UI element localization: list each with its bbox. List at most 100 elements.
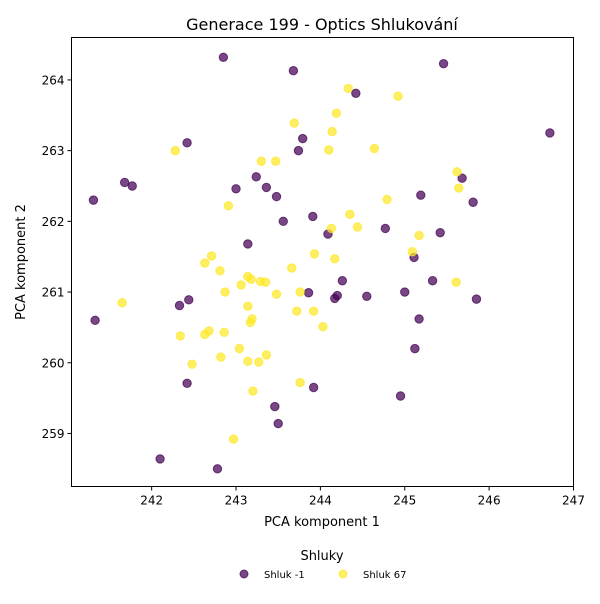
data-point [175, 331, 186, 341]
data-point [295, 377, 305, 388]
data-point [416, 190, 426, 200]
data-point [295, 287, 305, 297]
data-point [362, 291, 372, 301]
data-point [308, 306, 319, 316]
data-point [471, 294, 482, 304]
data-point [293, 145, 304, 156]
data-point [326, 223, 337, 234]
data-point [351, 88, 361, 99]
data-point [454, 183, 464, 193]
data-point [427, 276, 438, 286]
data-point [308, 382, 319, 393]
data-point [395, 391, 406, 401]
data-point [303, 288, 314, 298]
y-tick-label: 259 [42, 427, 65, 441]
data-point [435, 227, 445, 238]
data-point [297, 133, 308, 144]
data-point [216, 352, 226, 362]
x-axis-ticks: 242 243 244 245 246 247 [140, 486, 585, 508]
data-point [468, 197, 478, 207]
data-point [271, 289, 282, 299]
x-tick-label: 247 [562, 494, 585, 508]
data-point [380, 223, 391, 234]
data-point [308, 211, 318, 222]
y-tick-label: 264 [42, 73, 65, 87]
data-point [170, 145, 180, 156]
data-point [457, 173, 467, 183]
x-tick-label: 243 [225, 494, 248, 508]
data-point [309, 249, 320, 259]
data-point [331, 108, 342, 118]
data-point [187, 359, 197, 369]
data-point [220, 287, 230, 297]
data-point [410, 343, 420, 354]
data-point [184, 295, 194, 305]
y-axis-ticks: 259 260 261 262 263 264 [42, 73, 72, 441]
data-point [88, 195, 99, 205]
data-point [182, 138, 192, 148]
data-point [223, 201, 234, 211]
x-tick-label: 244 [309, 494, 332, 508]
data-point [369, 143, 380, 154]
data-point [248, 386, 258, 396]
data-point [393, 91, 403, 101]
data-point [243, 301, 253, 311]
data-point [117, 297, 127, 308]
data-point [318, 322, 328, 332]
data-point [278, 216, 288, 227]
data-point [200, 329, 210, 340]
data-point [382, 194, 392, 205]
data-point [545, 128, 555, 138]
data-point [243, 356, 253, 367]
data-point [330, 254, 340, 264]
data-point [254, 357, 264, 367]
data-point [215, 266, 225, 276]
x-axis-label: PCA komponent 1 [264, 515, 380, 530]
data-point [155, 454, 165, 464]
data-point [407, 247, 418, 257]
data-point [256, 156, 267, 166]
data-point [400, 287, 410, 297]
data-point [246, 274, 256, 285]
data-point [287, 263, 297, 273]
plot-area-frame [71, 37, 574, 487]
y-tick-label: 260 [42, 356, 65, 370]
data-point [270, 401, 280, 412]
data-point [414, 314, 424, 324]
chart-title: Generace 199 - Optics Shlukování [186, 15, 458, 34]
data-point [327, 126, 337, 137]
x-tick-label: 242 [140, 494, 163, 508]
data-point [236, 280, 246, 290]
data-point [243, 239, 253, 249]
data-point [330, 293, 340, 304]
data-point [271, 191, 282, 202]
data-points [88, 52, 555, 474]
data-point [174, 300, 185, 311]
data-point [288, 66, 299, 76]
legend-title: Shluky [300, 549, 343, 564]
data-point [219, 327, 229, 338]
y-tick-label: 262 [42, 215, 65, 229]
data-point [270, 156, 281, 166]
data-point [261, 350, 272, 360]
data-point [127, 181, 137, 191]
x-tick-label: 246 [478, 494, 501, 508]
data-point [212, 464, 223, 474]
legend-label-shluk-minus-1: Shluk -1 [264, 570, 305, 581]
data-point [231, 184, 241, 194]
data-point [337, 276, 348, 286]
data-point [352, 222, 363, 232]
data-point [292, 306, 302, 316]
data-point [228, 434, 239, 444]
data-point [119, 177, 130, 188]
data-point [251, 172, 261, 182]
x-tick-label: 245 [393, 494, 416, 508]
data-point [289, 118, 299, 128]
data-point [200, 258, 210, 268]
data-point [260, 277, 271, 287]
y-tick-label: 261 [42, 286, 65, 300]
y-tick-label: 263 [42, 144, 65, 158]
data-point [414, 230, 424, 241]
